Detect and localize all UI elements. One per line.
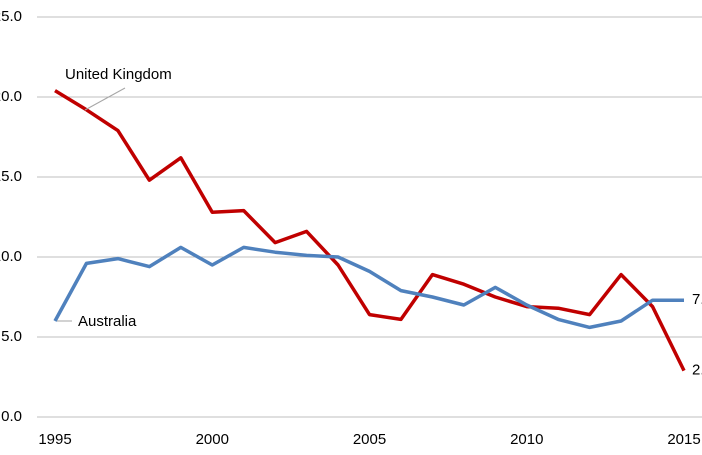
y-tick-label: 0.0: [1, 408, 22, 425]
value-label: 7.: [692, 291, 702, 308]
leader-line: [84, 87, 126, 111]
x-tick-label: 2010: [510, 431, 543, 448]
y-tick-label: 20.0: [0, 88, 22, 105]
y-tick-label: 5.0: [1, 328, 22, 345]
x-tick-label: 1995: [38, 431, 71, 448]
x-tick-label: 2000: [196, 431, 229, 448]
y-tick-label: 15.0: [0, 168, 22, 185]
x-tick-label: 2005: [353, 431, 386, 448]
series-label: United Kingdom: [65, 66, 172, 83]
value-label: 2.: [692, 362, 702, 379]
series-line: [54, 89, 686, 372]
x-tick-label: 2015: [667, 431, 700, 448]
series-label: Australia: [78, 313, 137, 330]
y-tick-label: 25.0: [0, 8, 22, 25]
y-tick-label: 10.0: [0, 248, 22, 265]
series-line: [53, 245, 684, 330]
